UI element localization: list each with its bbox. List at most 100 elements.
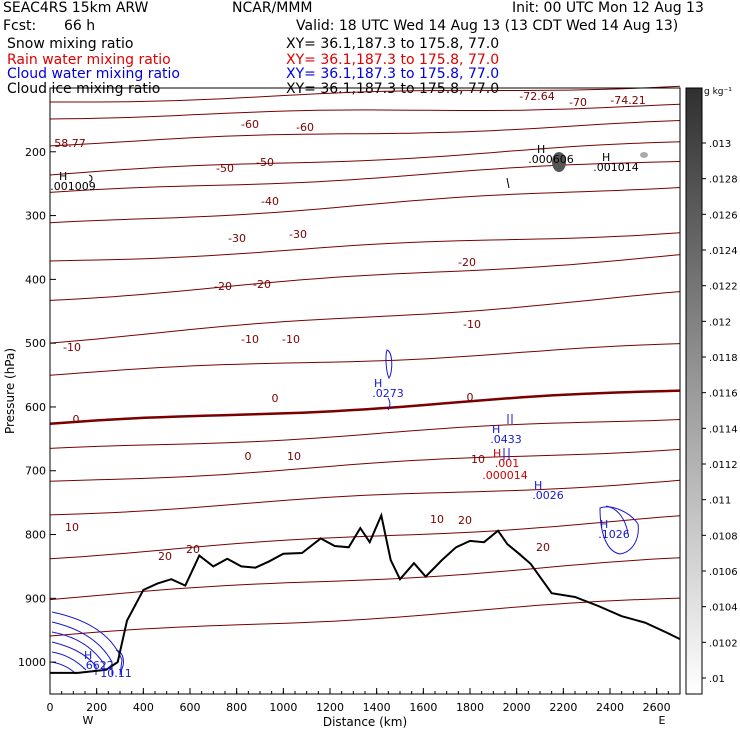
colorbar-unit: g kg⁻¹ — [704, 87, 732, 97]
colorbar-tick-label: .01 — [709, 674, 725, 685]
isotherm-line — [49, 161, 681, 193]
y-tick-label: 500 — [25, 337, 46, 350]
colorbar-tick-label: .0128 — [709, 175, 738, 186]
terrain-line — [50, 512, 681, 674]
colorbar-tick-label: .0118 — [709, 353, 738, 364]
east-label: E — [659, 714, 666, 727]
extremum-value: .001009 — [50, 180, 96, 193]
isotherm-label: -40 — [261, 195, 279, 208]
init-time: Init: 00 UTC Mon 12 Aug 13 — [512, 0, 704, 16]
isotherm-label: 10 — [287, 450, 301, 463]
isotherm-line — [49, 597, 681, 637]
x-tick-label: 1000 — [269, 701, 297, 714]
colorbar-tick-label: .0108 — [709, 531, 738, 542]
isotherm-label: 58.77 — [54, 137, 86, 150]
x-tick-label: 400 — [133, 701, 154, 714]
isotherm-line — [49, 187, 681, 224]
extremum-marker: H — [602, 151, 610, 164]
isotherm-label: -20 — [214, 280, 232, 293]
x-tick-label: 2200 — [549, 701, 577, 714]
isotherm-label: -60 — [241, 118, 259, 131]
isotherm-label: 20 — [458, 514, 472, 527]
colorbar — [685, 87, 703, 695]
cloud-water-contour — [503, 414, 513, 460]
snow-contour — [88, 174, 93, 183]
labels-layer: -72.64 -70 -74.21 58.77 -60 -60 -50 -50 -40 -30 -3… — [50, 90, 645, 680]
extremum-value: .001 — [495, 457, 520, 470]
isotherm-label: 0 — [467, 391, 474, 404]
x-tick-label: 800 — [226, 701, 247, 714]
field-name-cloud-water: Cloud water mixing ratio — [7, 66, 180, 82]
isotherm-line — [49, 515, 681, 560]
colorbar-tick-label: .0124 — [709, 246, 738, 257]
isotherm-label: -70 — [569, 96, 587, 109]
cloud-water-contour — [387, 397, 391, 411]
extremum-value: .0273 — [372, 387, 404, 400]
extremum-marker: H — [374, 377, 382, 390]
colorbar-tick-label: .0114 — [709, 424, 738, 435]
isotherm-line — [49, 103, 681, 120]
colorbar-tick-label: .0112 — [709, 460, 738, 471]
y-tick-label: 700 — [25, 465, 46, 478]
extremum-value: .000014 — [482, 469, 528, 482]
x-tick-label: 1800 — [456, 701, 484, 714]
colorbar-tick-label: .0126 — [709, 210, 738, 221]
field-name-snow: Snow mixing ratio — [7, 36, 134, 52]
field-name-rain: Rain water mixing ratio — [7, 52, 171, 68]
isotherm-line — [49, 557, 681, 601]
y-axis-label: Pressure (hPa) — [3, 348, 17, 434]
cloud-water-contour — [605, 505, 629, 535]
x-tick-label: 2600 — [643, 701, 671, 714]
y-tick-label: 800 — [25, 529, 46, 542]
isotherm-label: -10 — [463, 318, 481, 331]
cloud-ice-shading — [640, 152, 648, 158]
colorbar-ticks: .013 .0128 .0126 .0124 .0122 .012 .0118 .0116 .0… — [702, 87, 738, 685]
model-title: SEAC4RS 15km ARW — [3, 0, 149, 16]
extremum-marker: H — [492, 423, 500, 436]
isotherm-label: 10 — [65, 521, 79, 534]
extremum-marker: H — [493, 447, 501, 460]
extremum-marker: H — [59, 170, 67, 183]
x-tick-label: 1600 — [409, 701, 437, 714]
cloud-water-contour — [385, 349, 393, 379]
colorbar-tick-label: .0102 — [709, 638, 738, 649]
field-xy-snow: XY= 36.1,187.3 to 175.8, 77.0 — [286, 36, 500, 52]
cloud-water-contour — [599, 506, 639, 555]
extremum-marker: H — [84, 649, 92, 662]
isotherm-line — [49, 343, 681, 376]
x-tick-label: 200 — [86, 701, 107, 714]
isotherm-line — [49, 254, 681, 301]
x-tick-label: 2400 — [596, 701, 624, 714]
colorbar-tick-label: .012 — [709, 317, 731, 328]
extremum-value: .0026 — [532, 489, 564, 502]
isotherm-label: 20 — [536, 541, 550, 554]
colorbar-tick-label: .0116 — [709, 389, 738, 400]
extremum-value: .001014 — [593, 161, 639, 174]
isotherm-label: 10 — [471, 453, 485, 466]
extremum-marker: H — [600, 518, 608, 531]
isotherm-line — [49, 479, 681, 516]
isotherm-label: -10 — [282, 333, 300, 346]
isotherm-label: -74.21 — [610, 94, 645, 107]
isotherm-label: 20 — [186, 543, 200, 556]
x-tick-label: 2000 — [503, 701, 531, 714]
isotherm-line — [49, 389, 681, 426]
isotherm-line — [49, 448, 681, 482]
isotherm-line — [49, 232, 681, 262]
isotherm-line — [49, 120, 681, 147]
isotherm-label: 0 — [245, 450, 252, 463]
extremum-marker: H — [534, 479, 542, 492]
extremum-marker: H — [537, 143, 545, 156]
x-tick-label: 1400 — [363, 701, 391, 714]
west-label: W — [83, 714, 94, 727]
isotherm-label: 0 — [73, 413, 80, 426]
isotherm-label: -30 — [289, 228, 307, 241]
terrain-layer — [50, 512, 681, 674]
axes-layer: 0 200 400 600 800 1000 1200 1400 1600 1800 2000 220… — [3, 87, 681, 729]
field-name-cloud-ice: Cloud ice mixing ratio — [7, 81, 161, 97]
y-tick-label: 900 — [25, 592, 46, 605]
isotherm-label: -30 — [228, 232, 246, 245]
isotherm-label: -50 — [216, 162, 234, 175]
x-tick-label: 600 — [180, 701, 201, 714]
